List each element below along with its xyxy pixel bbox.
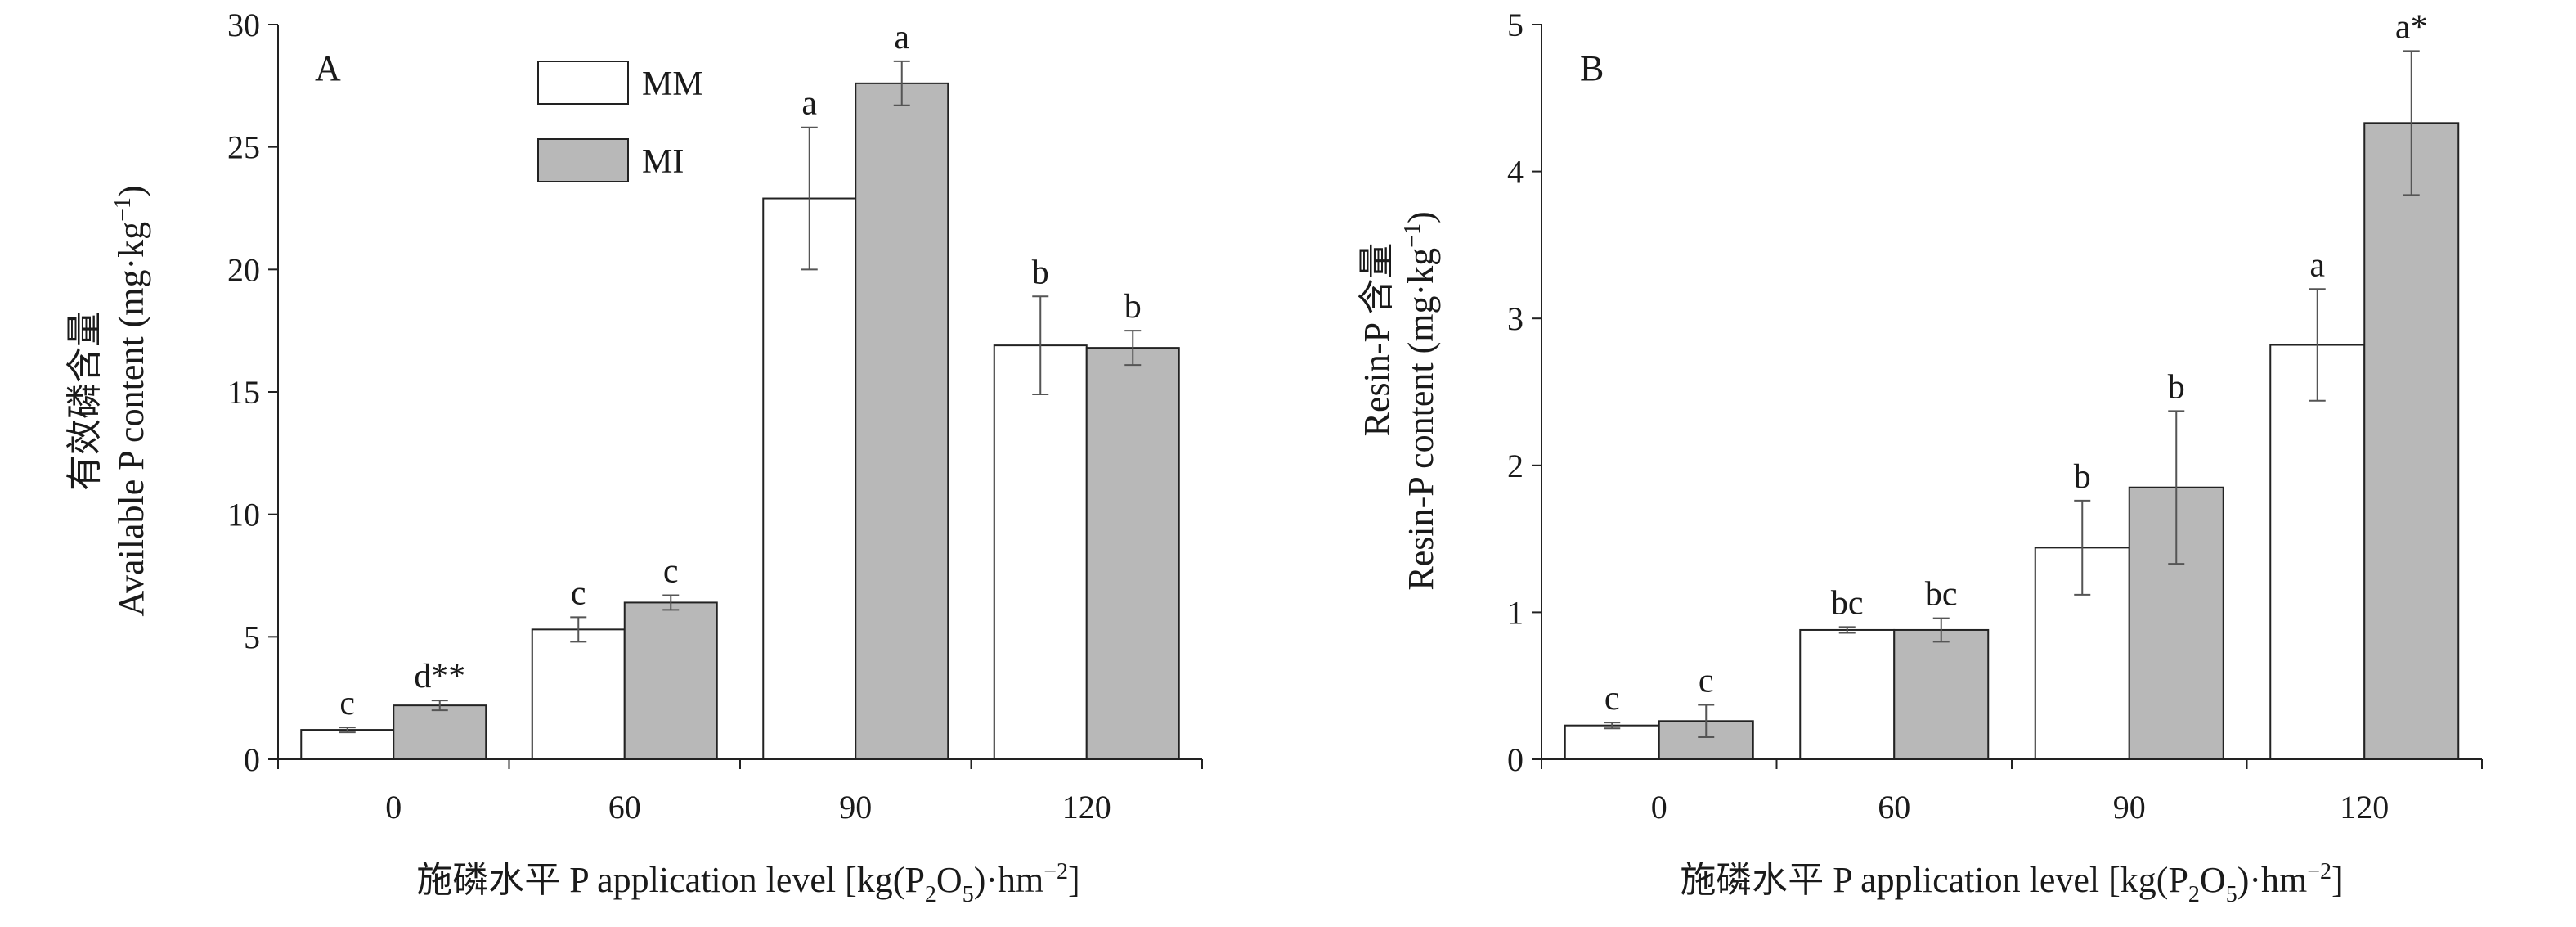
bar-mi (393, 704, 487, 760)
y-axis-label-en: Resin-P content (mg·kg−1) (1400, 211, 1441, 590)
y-axis-label-en-main: Available P content (mg·kg (111, 222, 151, 617)
y-tick-label: 5 (1507, 7, 1524, 43)
x-axis-label-sub2: 5 (2226, 882, 2237, 907)
x-axis-label-sub1: 2 (925, 882, 936, 907)
sig-labels: c c bc bc b b a a* (1604, 8, 2428, 718)
sig-label-mm: bc (1831, 584, 1864, 622)
bar-mi (1893, 628, 1990, 761)
y-axis-label-en-main: Resin-P content (mg·kg (1401, 248, 1441, 591)
bar-mm (300, 729, 395, 761)
y-tick-label: 5 (244, 619, 260, 655)
bar-mm (531, 628, 626, 760)
sig-label-mm: c (571, 574, 586, 612)
bar-mm (762, 197, 857, 760)
y-tick-label: 2 (1507, 448, 1524, 484)
bar-mi (2363, 122, 2460, 761)
sig-label-mi: d** (414, 658, 465, 695)
y-tick-label: 0 (1507, 741, 1524, 778)
panel-b: B Resin-P 含量 Resin-P content (mg·kg−1) 施… (1357, 7, 2483, 907)
y-ticks: 0 1 2 3 4 5 (1507, 7, 1524, 778)
y-tick-label: 4 (1507, 154, 1524, 191)
sig-label-mm: c (339, 685, 355, 722)
panel-label: B (1580, 48, 1604, 88)
x-axis-label-sub1: 2 (2188, 882, 2200, 907)
y-axis-label-en-sup: −1 (110, 197, 136, 222)
axes (1532, 24, 2483, 769)
panel-a: A 有效磷含量 Available P content (mg·kg−1) 施磷… (65, 7, 1203, 907)
sig-label-mm: a (2309, 246, 2325, 284)
sig-labels: c d** c c a a b b (339, 19, 1141, 722)
y-axis-label-en-sup: −1 (1400, 223, 1425, 248)
x-tick-label: 120 (1062, 789, 1111, 826)
sig-label-mm: b (1032, 254, 1049, 291)
x-axis-label-close: ] (1068, 860, 1080, 900)
legend-swatch-mi (537, 138, 629, 182)
sig-label-mi: a* (2395, 8, 2428, 46)
y-ticks: 0 5 10 15 20 25 30 (227, 7, 260, 778)
y-tick-label: 20 (227, 251, 260, 288)
sig-label-mi: c (1699, 663, 1714, 700)
x-tick-label: 90 (2113, 789, 2146, 826)
bars (1564, 50, 2460, 761)
x-axis-label-mid: O (936, 860, 963, 900)
x-axis-label-post: )·hm (2237, 860, 2308, 900)
axes (268, 24, 1203, 769)
x-axis-label: 施磷水平 P application level [kg(P2O5)·hm−2] (416, 859, 1079, 907)
x-ticks: 0 60 90 120 (1651, 789, 2390, 826)
sig-label-mm: a (801, 85, 817, 123)
legend-label-mm: MM (642, 65, 703, 103)
x-axis-label-pre: 施磷水平 P application level [kg(P (1680, 860, 2188, 900)
x-axis-label-sup: −2 (1043, 859, 1068, 884)
bar-mm (2269, 344, 2366, 760)
x-axis-label-sub2: 5 (963, 882, 974, 907)
sig-label-mi: b (2168, 368, 2185, 406)
y-tick-label: 30 (227, 7, 260, 43)
y-axis-label-cn: Resin-P 含量 (1357, 243, 1397, 437)
x-tick-label: 120 (2340, 789, 2389, 826)
sig-label-mi: c (663, 552, 679, 590)
x-axis-label-close: ] (2331, 860, 2344, 900)
y-tick-label: 10 (227, 497, 260, 533)
bars (300, 60, 1180, 761)
bar-mi (623, 601, 718, 761)
y-tick-label: 25 (227, 129, 260, 166)
x-axis-label-pre: 施磷水平 P application level [kg(P (416, 860, 925, 900)
x-axis-label-mid: O (2200, 860, 2226, 900)
y-tick-label: 15 (227, 374, 260, 411)
bar-mi (1085, 347, 1180, 760)
x-axis-label-sup: −2 (2307, 859, 2331, 884)
sig-label-mi: bc (1925, 576, 1958, 614)
bar-mm (1799, 628, 1896, 761)
sig-label-mm: b (2074, 458, 2091, 496)
y-axis-label-en-close: ) (1401, 211, 1441, 223)
x-tick-label: 0 (1651, 789, 1667, 826)
bar-mm (993, 344, 1088, 760)
x-ticks: 0 60 90 120 (385, 789, 1111, 826)
x-tick-label: 0 (385, 789, 402, 826)
y-axis-label-en: Available P content (mg·kg−1) (110, 185, 151, 616)
x-axis-label-post: )·hm (974, 860, 1044, 900)
y-tick-label: 1 (1507, 594, 1524, 631)
y-tick-label: 3 (1507, 300, 1524, 337)
y-tick-label: 0 (244, 741, 260, 778)
sig-label-mi: a (894, 19, 909, 56)
legend-label-mi: MI (642, 143, 684, 181)
x-tick-label: 90 (839, 789, 872, 826)
legend: MM MI (537, 61, 703, 182)
x-tick-label: 60 (608, 789, 641, 826)
panel-label: A (315, 48, 341, 88)
bar-mm (1564, 724, 1660, 761)
sig-label-mm: c (1604, 680, 1620, 718)
legend-swatch-mm (537, 61, 629, 105)
y-axis-label-cn: 有效磷含量 (65, 311, 105, 491)
y-axis-label-en-close: ) (111, 185, 151, 197)
bar-mi (855, 82, 949, 760)
x-tick-label: 60 (1878, 789, 1910, 826)
x-axis-label: 施磷水平 P application level [kg(P2O5)·hm−2] (1680, 859, 2343, 907)
sig-label-mi: b (1124, 288, 1142, 326)
